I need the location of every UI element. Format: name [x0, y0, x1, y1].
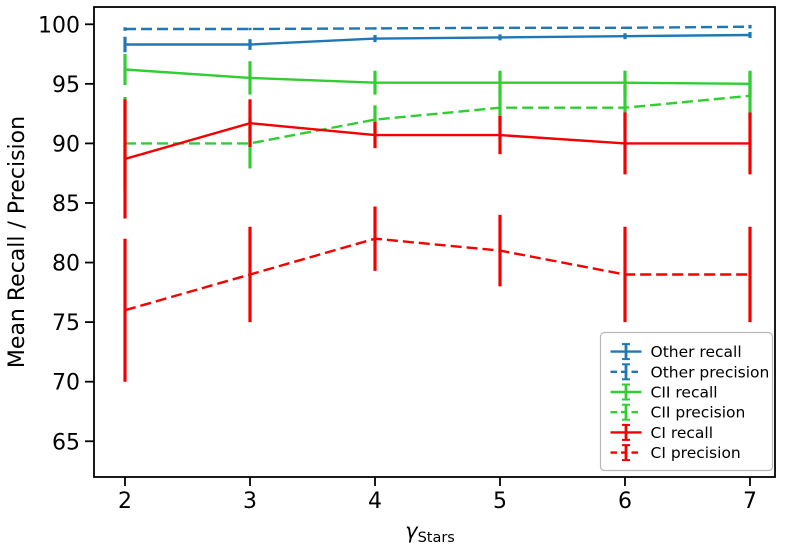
x-tick-label: 2: [118, 489, 132, 514]
legend-label: CI recall: [651, 424, 714, 442]
series-line: [124, 237, 750, 312]
series-line: [124, 121, 750, 161]
x-tick-label: 5: [493, 489, 507, 514]
legend-box: [599, 331, 774, 472]
series-cii-recall: [123, 54, 752, 97]
x-axis-ticks: 2 3 4 5 6 7: [118, 477, 757, 514]
y-tick-label: 95: [52, 73, 80, 98]
y-axis-label: Mean Recall / Precision: [5, 116, 30, 368]
legend-entry-other-recall: Other recall: [610, 343, 742, 361]
x-tick-label: 6: [618, 489, 632, 514]
series-line: [125, 33, 751, 46]
legend-label: CII precision: [651, 404, 746, 422]
legend-label: Other recall: [651, 343, 742, 361]
legend-label: Other precision: [651, 363, 770, 381]
legend-entry-cii-precision: CII precision: [610, 403, 746, 422]
legend-entry-ci-recall: CI recall: [610, 423, 714, 442]
y-axis-ticks: 65 70 75 80 85 90 95 100: [38, 13, 94, 455]
x-axis-label: γStars: [405, 519, 455, 546]
y-tick-label: 80: [52, 252, 80, 277]
legend-entry-ci-precision: CI precision: [610, 444, 741, 462]
legend-entry-other-precision: Other precision: [610, 363, 770, 381]
legend-entry-cii-recall: CII recall: [610, 383, 718, 402]
y-tick-label: 90: [52, 132, 80, 157]
legend-label: CI precision: [651, 444, 741, 462]
series-line: [125, 94, 751, 145]
y-tick-label: 85: [52, 192, 80, 217]
y-tick-label: 70: [52, 371, 80, 396]
axes-frame: [93, 6, 776, 478]
series-line: [124, 68, 751, 85]
x-axis-label-gamma: γ: [405, 519, 419, 543]
series-line: [125, 25, 751, 31]
x-tick-label: 4: [368, 489, 382, 514]
x-tick-label: 7: [743, 489, 757, 514]
y-tick-label: 65: [52, 430, 80, 455]
series-other-recall: [123, 32, 752, 53]
legend-label: CII recall: [651, 384, 718, 402]
legend: Other recall Other precision CII recall CII…: [599, 331, 774, 472]
y-tick-label: 100: [38, 13, 80, 38]
series-ci-recall: [123, 99, 752, 219]
y-tick-label: 75: [52, 311, 80, 336]
series-other-precision: [123, 24, 752, 31]
x-tick-label: 3: [243, 489, 257, 514]
x-axis-label-subscript: Stars: [418, 530, 455, 546]
series-ci-precision: [123, 206, 752, 382]
